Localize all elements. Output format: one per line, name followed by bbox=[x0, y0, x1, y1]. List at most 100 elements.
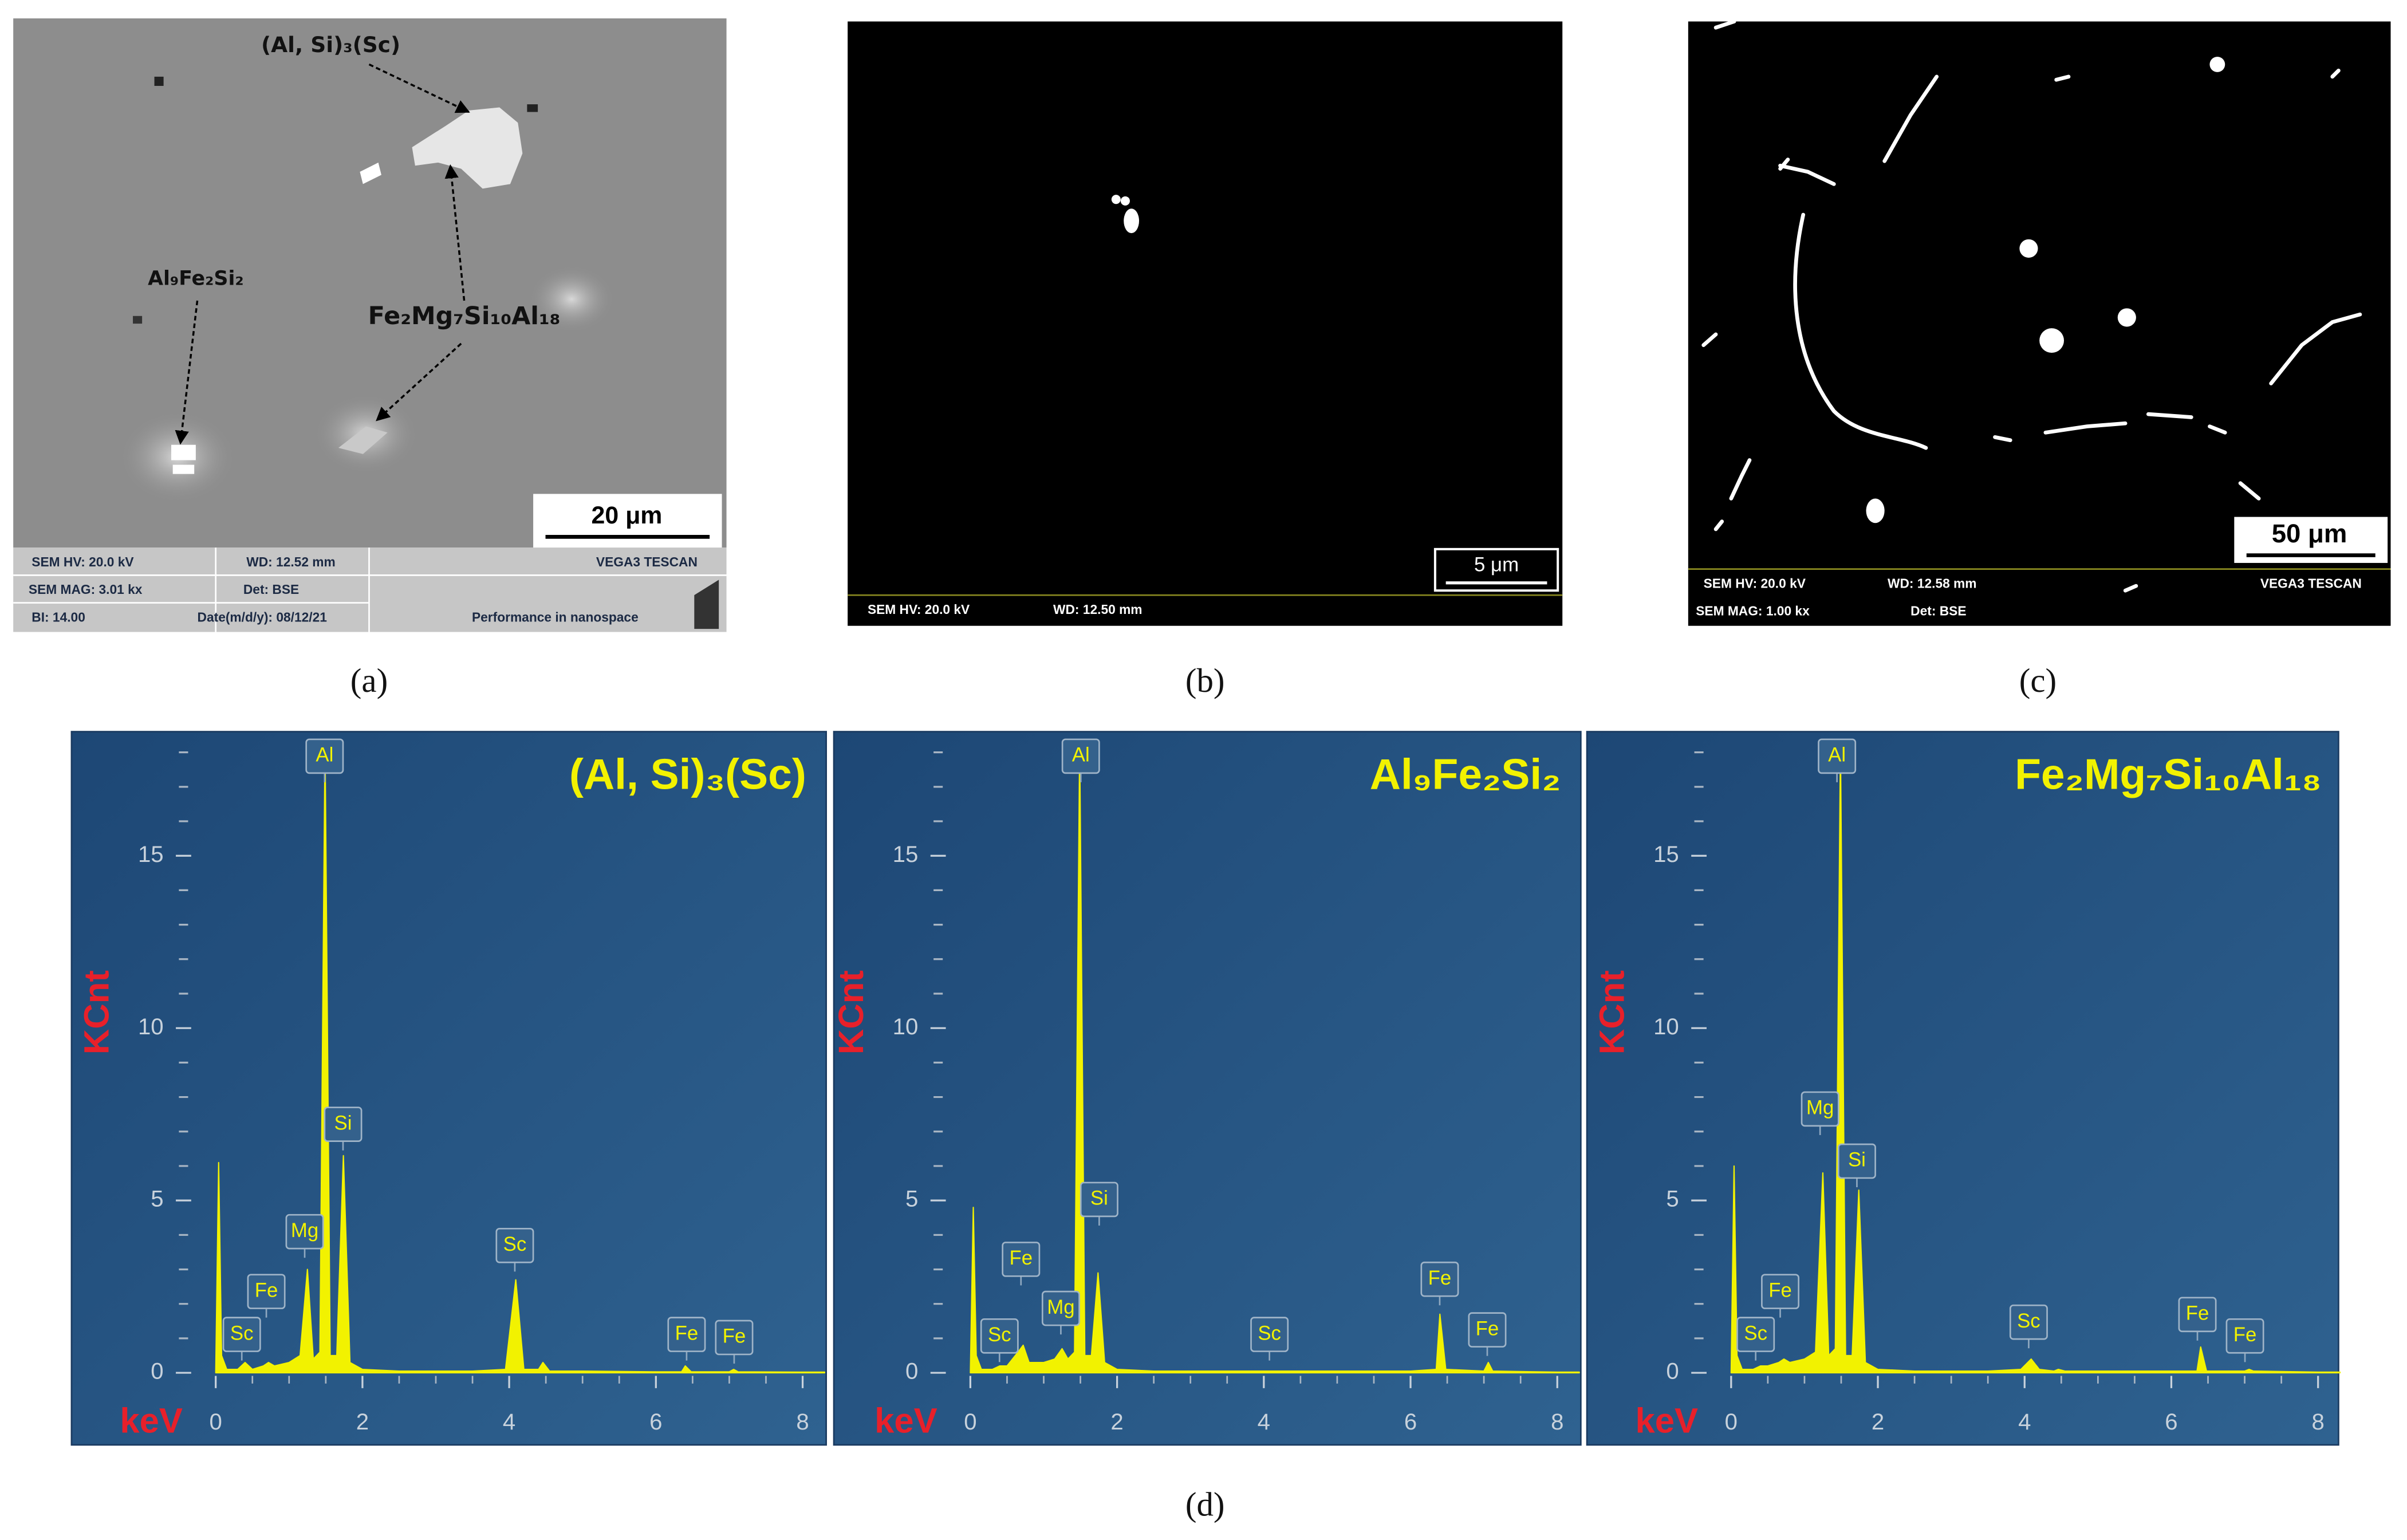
y-tick-label: 10 bbox=[1653, 1014, 1679, 1039]
peak-label-box bbox=[980, 1318, 1019, 1354]
peak-label-box bbox=[1761, 1274, 1800, 1309]
particle bbox=[412, 107, 523, 189]
particle bbox=[1124, 208, 1140, 234]
particle bbox=[172, 464, 195, 474]
x-tick-label: 6 bbox=[649, 1409, 662, 1435]
info-text: Date(m/d/y): 08/12/21 bbox=[198, 609, 328, 624]
y-tick-label: 15 bbox=[1653, 841, 1679, 867]
y-tick-label: 15 bbox=[893, 841, 919, 867]
peak-label: Fe bbox=[1476, 1317, 1499, 1340]
peak-label: Al bbox=[1828, 744, 1846, 766]
x-tick-label: 2 bbox=[1872, 1409, 1884, 1435]
peak-label-box bbox=[495, 1227, 534, 1263]
particle bbox=[2209, 57, 2225, 72]
particle bbox=[1866, 498, 1885, 523]
arrow bbox=[368, 63, 470, 113]
chart-title: (Al, Si)₃(Sc) bbox=[569, 750, 806, 798]
y-tick-label: 5 bbox=[905, 1186, 918, 1212]
x-tick-label: 4 bbox=[2018, 1409, 2031, 1435]
caption: (a) bbox=[350, 661, 388, 699]
peak-label: Fe bbox=[1428, 1267, 1452, 1289]
y-axis-label: KCnt bbox=[1593, 970, 1632, 1054]
info-text: SEM MAG: 3.01 kx bbox=[29, 582, 143, 597]
x-tick-label: 0 bbox=[210, 1409, 222, 1435]
scale-label: 50 μm bbox=[2272, 519, 2347, 548]
peak-label-box bbox=[2009, 1304, 2048, 1340]
peak-label: Al bbox=[1072, 744, 1090, 766]
peak-label: Sc bbox=[988, 1324, 1011, 1346]
peak-label: Si bbox=[1848, 1149, 1866, 1171]
peak-label-box bbox=[1420, 1261, 1459, 1297]
spectrum bbox=[215, 741, 826, 1374]
particle bbox=[1111, 195, 1121, 204]
x-tick-label: 8 bbox=[2312, 1409, 2325, 1435]
peak-label-box bbox=[1002, 1242, 1041, 1277]
x-tick-label: 6 bbox=[1404, 1409, 1417, 1435]
phase-label: Al₉Fe₂Si₂ bbox=[148, 267, 244, 290]
y-tick-label: 5 bbox=[1666, 1186, 1679, 1212]
x-tick-label: 8 bbox=[1551, 1409, 1563, 1435]
y-axis-label: KCnt bbox=[832, 970, 871, 1054]
speck bbox=[133, 316, 143, 324]
peak-label-box bbox=[1818, 738, 1857, 774]
peak-label-box bbox=[2178, 1297, 2217, 1333]
peak-label-box bbox=[1736, 1317, 1775, 1352]
peak-label-box bbox=[1837, 1143, 1876, 1179]
phase-label: (Al, Si)₃(Sc) bbox=[261, 32, 400, 57]
sem-panel-a: (Al, Si)₃(Sc) Al₉Fe₂Si₂ Fe₂Mg₇Si₁₀Al₁₈ 2… bbox=[13, 18, 727, 632]
peak-label-box bbox=[1468, 1312, 1507, 1348]
peak-label-box bbox=[1061, 738, 1100, 774]
peak-label: Fe bbox=[2233, 1324, 2257, 1346]
peak-label-box bbox=[1041, 1290, 1080, 1326]
logo bbox=[694, 580, 719, 629]
chart-title: Al₉Fe₂Si₂ bbox=[1370, 750, 1561, 798]
eds-spectra: 0 5 10 15 0 2 4 6 8 KCnt keV (Al, Si)₃(Sc) Al Si Mg Fe S… bbox=[70, 731, 2341, 1446]
y-tick-label: 10 bbox=[893, 1014, 919, 1039]
particle bbox=[2117, 308, 2136, 327]
peak-label: Fe bbox=[1009, 1247, 1033, 1269]
particle bbox=[2019, 239, 2038, 258]
peak-label: Si bbox=[334, 1112, 352, 1134]
info-text: VEGA3 TESCAN bbox=[596, 554, 698, 569]
info-text: Performance in nanospace bbox=[472, 609, 639, 624]
x-tick-label: 0 bbox=[1725, 1409, 1738, 1435]
y-tick-label: 15 bbox=[138, 841, 164, 867]
chart-title: Fe₂Mg₇Si₁₀Al₁₈ bbox=[2015, 750, 2322, 798]
x-axis-label: keV bbox=[120, 1401, 183, 1441]
peak-label-box bbox=[285, 1214, 324, 1250]
sem-image bbox=[848, 21, 1563, 626]
x-tick-label: 8 bbox=[796, 1409, 809, 1435]
spectrum-panel: 0 5 10 15 0 2 4 6 8 KCnt keV Fe₂Mg₇Si₁₀Al₁₈ Al Mg Si Fe… bbox=[1586, 731, 2341, 1446]
peak-label: Fe bbox=[723, 1325, 746, 1348]
plot-background bbox=[833, 731, 1582, 1446]
spectrum bbox=[970, 741, 1580, 1374]
scale-label: 20 μm bbox=[592, 502, 663, 529]
phase-label: Fe₂Mg₇Si₁₀Al₁₈ bbox=[368, 302, 561, 330]
x-tick-label: 2 bbox=[1110, 1409, 1123, 1435]
peak-label: Sc bbox=[1744, 1322, 1767, 1344]
x-tick-label: 4 bbox=[1258, 1409, 1270, 1435]
info-text: SEM HV: 20.0 kV bbox=[1704, 576, 1806, 590]
peak-label-box bbox=[715, 1320, 754, 1356]
y-tick-label: 0 bbox=[151, 1358, 163, 1384]
peak-label-box bbox=[1080, 1181, 1118, 1218]
spectrum-panel: 0 5 10 15 0 2 4 6 8 KCnt keV Al₉Fe₂Si₂ Al Fe Sc Mg Si Sc F… bbox=[832, 731, 1582, 1446]
peak-label: Mg bbox=[1047, 1296, 1074, 1318]
caption: (c) bbox=[2019, 661, 2057, 699]
particle bbox=[1120, 196, 1130, 206]
speck bbox=[527, 104, 538, 112]
arrow bbox=[175, 300, 199, 445]
peak-label-box bbox=[667, 1317, 706, 1352]
particle bbox=[2039, 328, 2065, 353]
info-text: WD: 12.50 mm bbox=[1053, 602, 1143, 617]
arrow bbox=[376, 342, 462, 422]
info-text: SEM HV: 20.0 kV bbox=[31, 554, 134, 569]
peak-label: Si bbox=[1090, 1187, 1108, 1210]
peak-label: Fe bbox=[2186, 1302, 2209, 1324]
sem-panel-c: 50 μm SEM HV: 20.0 kV WD: 12.58 mm VEGA3… bbox=[1688, 19, 2391, 626]
particle bbox=[360, 162, 381, 184]
scale-label: 5 μm bbox=[1474, 553, 1519, 576]
